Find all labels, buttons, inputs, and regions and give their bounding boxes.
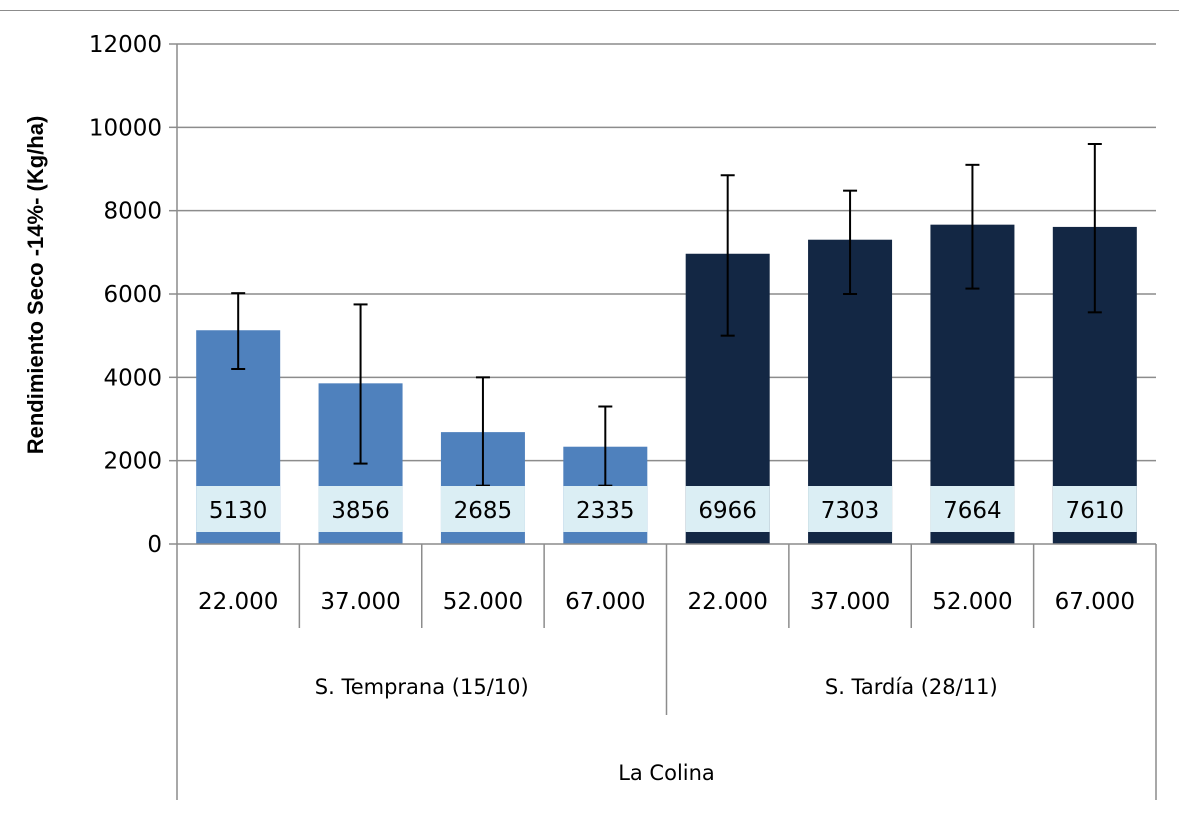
data-label: 5130 <box>209 498 268 524</box>
data-label: 2335 <box>576 498 635 524</box>
x-axis: 22.000 37.000 52.000 67.000 22.000 37.000 52.0… <box>176 543 1157 800</box>
y-tick-label: 10000 <box>89 115 162 141</box>
data-label: 6966 <box>698 498 757 524</box>
x-tick-label: 52.000 <box>443 589 523 615</box>
x-group-label: S. Temprana (15/10) <box>315 675 529 699</box>
y-tick-label: 4000 <box>103 365 162 391</box>
y-tick-label: 12000 <box>89 32 162 58</box>
x-tick-label: 67.000 <box>565 589 645 615</box>
x-tick-label: 37.000 <box>320 589 400 615</box>
data-labels: 5130 3856 2685 2335 6966 7303 7664 7610 <box>196 486 1137 532</box>
data-label: 7664 <box>943 498 1002 524</box>
x-tick-label: 52.000 <box>932 589 1012 615</box>
x-group-label: S. Tardía (28/11) <box>825 675 998 699</box>
x-tick-label: 37.000 <box>810 589 890 615</box>
frame-top-border <box>0 10 1179 11</box>
data-label: 7610 <box>1066 498 1125 524</box>
y-axis-label: Rendimiento Seco -14%- (Kg/ha) <box>23 116 48 455</box>
error-bars <box>231 143 1102 487</box>
y-tick-label: 0 <box>147 532 162 558</box>
data-label-box <box>1052 486 1137 532</box>
data-label-box <box>808 486 893 532</box>
data-label-box <box>563 486 648 532</box>
data-label: 7303 <box>821 498 880 524</box>
y-axis-ticks: 0 2000 4000 6000 8000 10000 12000 <box>89 32 178 558</box>
data-label-box <box>440 486 525 532</box>
x-tick-label: 22.000 <box>198 589 278 615</box>
x-tick-label: 67.000 <box>1055 589 1135 615</box>
y-tick-label: 2000 <box>103 449 162 475</box>
data-label: 3856 <box>331 498 390 524</box>
x-tick-label: 22.000 <box>687 589 767 615</box>
data-label-box <box>318 486 403 532</box>
data-label-box <box>196 486 281 532</box>
data-label: 2685 <box>454 498 513 524</box>
data-label-box <box>685 486 770 532</box>
data-label-box <box>930 486 1015 532</box>
y-tick-label: 6000 <box>103 282 162 308</box>
x-outer-group-label: La Colina <box>618 761 715 785</box>
y-tick-label: 8000 <box>103 199 162 225</box>
